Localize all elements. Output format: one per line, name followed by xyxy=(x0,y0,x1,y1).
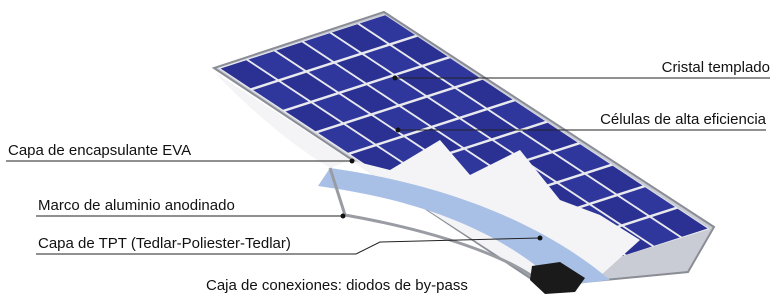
leader-dot xyxy=(396,128,401,133)
label: Células de alta eficiencia xyxy=(600,111,767,128)
label: Caja de conexiones: diodos de by-pass xyxy=(206,277,468,294)
label: Marco de aluminio anodinado xyxy=(38,197,235,214)
diagram: Cristal templado Células de alta eficien… xyxy=(0,0,773,297)
leader-dot xyxy=(538,236,543,241)
leader-dot xyxy=(341,214,346,219)
label: Capa de encapsulante EVA xyxy=(8,142,191,159)
leader-dot xyxy=(393,76,398,81)
label: Capa de TPT (Tedlar-Poliester-Tedlar) xyxy=(38,235,291,252)
leader-dot xyxy=(350,159,355,164)
label: Cristal templado xyxy=(662,59,770,76)
